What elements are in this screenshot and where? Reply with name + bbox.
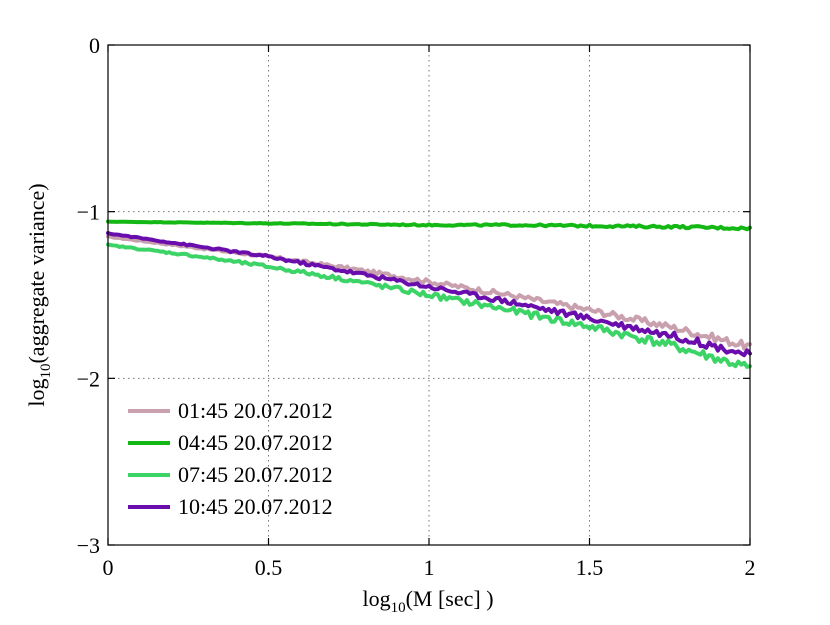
y-tick-label: −1 xyxy=(77,200,100,225)
x-axis-title-subscript: 10 xyxy=(391,600,406,616)
x-tick-label: 2 xyxy=(745,555,756,580)
x-tick-label: 0 xyxy=(103,555,114,580)
tick-layer: 0 0.5 1 1.5 2 0 −1 −2 −3 xyxy=(77,33,756,580)
y-tick-label: −3 xyxy=(77,533,100,558)
y-axis-title-rest: (aggregate variance) xyxy=(24,183,49,363)
y-axis-title-subscript: 10 xyxy=(38,364,54,379)
x-axis-title-main: log xyxy=(362,586,390,611)
series-layer xyxy=(106,219,752,369)
x-tick-label: 0.5 xyxy=(255,555,283,580)
y-axis-title: log10(aggregate variance) xyxy=(24,183,54,406)
x-tick-label: 1 xyxy=(424,555,435,580)
y-tick-label: 0 xyxy=(89,33,100,58)
series-line-3 xyxy=(106,242,752,369)
x-tick-label: 1.5 xyxy=(576,555,604,580)
legend-label: 01:45 20.07.2012 xyxy=(178,398,333,423)
legend-label: 07:45 20.07.2012 xyxy=(178,462,333,487)
x-axis-title: log10(M [sec] ) xyxy=(362,586,493,616)
legend: 01:45 20.07.2012 04:45 20.07.2012 07:45 20… xyxy=(128,398,333,519)
y-axis-title-main: log xyxy=(24,379,49,407)
series-line-2 xyxy=(106,219,752,232)
series-line-4 xyxy=(106,230,752,358)
legend-label: 10:45 20.07.2012 xyxy=(178,494,333,519)
legend-label: 04:45 20.07.2012 xyxy=(178,430,333,455)
x-axis-title-rest: (M [sec] ) xyxy=(406,586,494,611)
y-tick-label: −2 xyxy=(77,366,100,391)
